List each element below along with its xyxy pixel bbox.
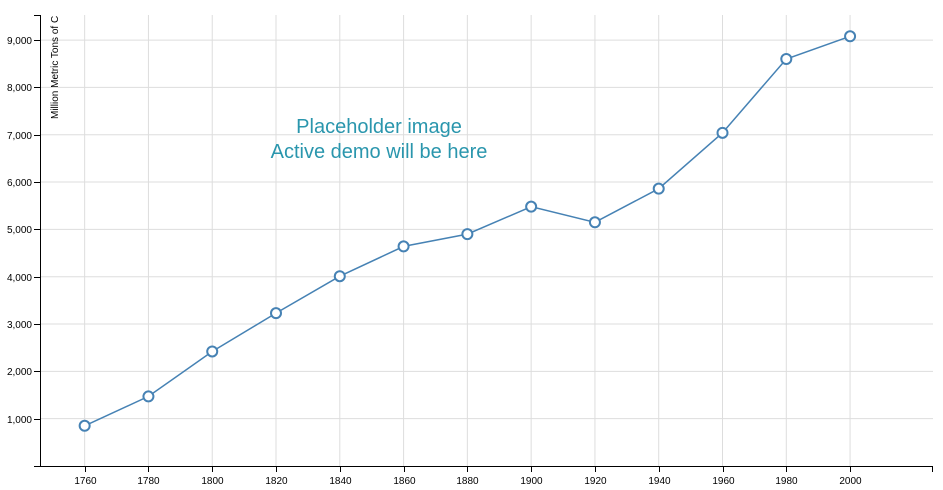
x-tick-label-1840: 1840 [329, 476, 352, 487]
data-point-1940 [652, 182, 665, 195]
y-axis-label: Million Metric Tons of C [50, 16, 61, 119]
data-points [78, 30, 857, 432]
y-tick-label-5,000: 5,000 [7, 225, 32, 236]
x-tick-label-1760: 1760 [74, 476, 97, 487]
y-tick-label-7,000: 7,000 [7, 131, 32, 142]
x-tick-label-1920: 1920 [584, 476, 607, 487]
data-point-1840 [333, 270, 346, 283]
data-point-1880 [461, 228, 474, 241]
x-tick-label-1940: 1940 [648, 476, 671, 487]
data-point-1900 [525, 200, 538, 213]
gridlines [40, 15, 933, 466]
x-tick-label-2000: 2000 [839, 476, 862, 487]
x-tick-label-1960: 1960 [712, 476, 735, 487]
y-tick-label-6,000: 6,000 [7, 178, 32, 189]
x-tick-label-1800: 1800 [201, 476, 224, 487]
data-point-1780 [142, 390, 155, 403]
x-tick-label-1980: 1980 [775, 476, 798, 487]
x-tick-label-1780: 1780 [137, 476, 160, 487]
data-point-1760 [78, 419, 91, 432]
data-point-1860 [397, 240, 410, 253]
data-point-1800 [206, 345, 219, 358]
y-tick-label-3,000: 3,000 [7, 320, 32, 331]
x-tick-label-1820: 1820 [265, 476, 288, 487]
data-point-1960 [716, 126, 729, 139]
data-point-1920 [588, 216, 601, 229]
data-point-2000 [844, 30, 857, 43]
x-tick-label-1860: 1860 [393, 476, 416, 487]
x-tick-label-1900: 1900 [520, 476, 543, 487]
y-tick-label-9,000: 9,000 [7, 36, 32, 47]
data-point-1980 [780, 53, 793, 66]
x-tick-label-1880: 1880 [456, 476, 479, 487]
y-tick-label-2,000: 2,000 [7, 367, 32, 378]
data-point-1820 [270, 307, 283, 320]
placeholder-annotation-line1: Placeholder image [296, 116, 462, 138]
placeholder-annotation-line2: Active demo will be here [271, 141, 488, 163]
axes: 1760 1780 1800 1820 1840 1860 1880 1900 1920 1940… [7, 15, 933, 487]
y-tick-label-8,000: 8,000 [7, 83, 32, 94]
y-tick-label-4,000: 4,000 [7, 273, 32, 284]
y-tick-label-1,000: 1,000 [7, 415, 32, 426]
